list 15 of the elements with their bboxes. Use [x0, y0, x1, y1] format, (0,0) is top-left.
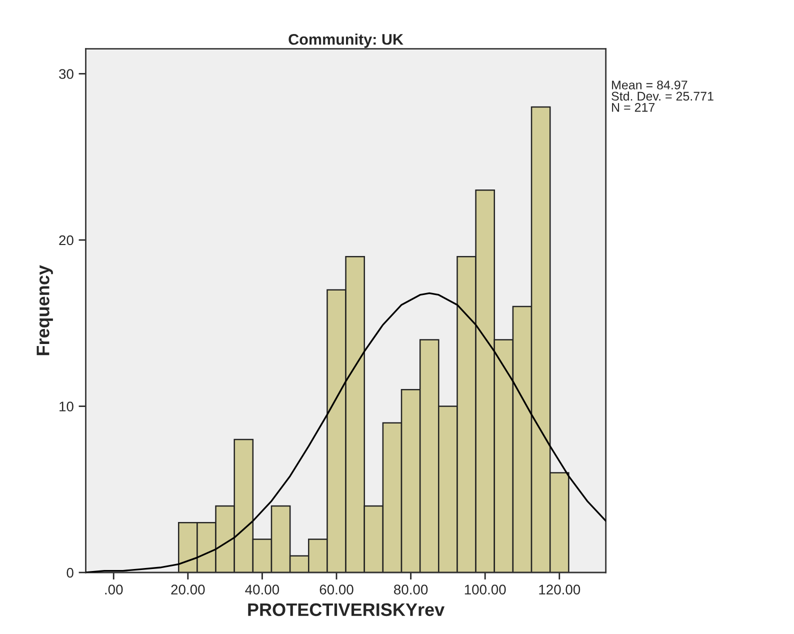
- y-tick-label: 10: [60, 402, 74, 412]
- x-tick-label: 80.00: [394, 584, 428, 595]
- x-tick-label: .00: [105, 584, 123, 595]
- x-tick-label: 40.00: [245, 584, 280, 595]
- chart-title: Community: UK: [288, 34, 404, 48]
- x-axis-title: PROTECTIVERISKYrev: [248, 603, 445, 616]
- y-tick-label: 30: [59, 69, 74, 79]
- y-tick-label: 0: [66, 568, 74, 578]
- y-tick-label: 20: [59, 235, 74, 246]
- x-tick-label: 100.00: [464, 584, 506, 595]
- y-axis-title: Frequency: [36, 265, 53, 356]
- x-tick-label: 60.00: [320, 584, 354, 595]
- text: Mean = 84.97 Std. Dev. = 25.771 N = 217: [612, 80, 714, 112]
- x-tick-label: 20.00: [171, 584, 205, 595]
- x-tick-label: 120.00: [539, 584, 580, 595]
